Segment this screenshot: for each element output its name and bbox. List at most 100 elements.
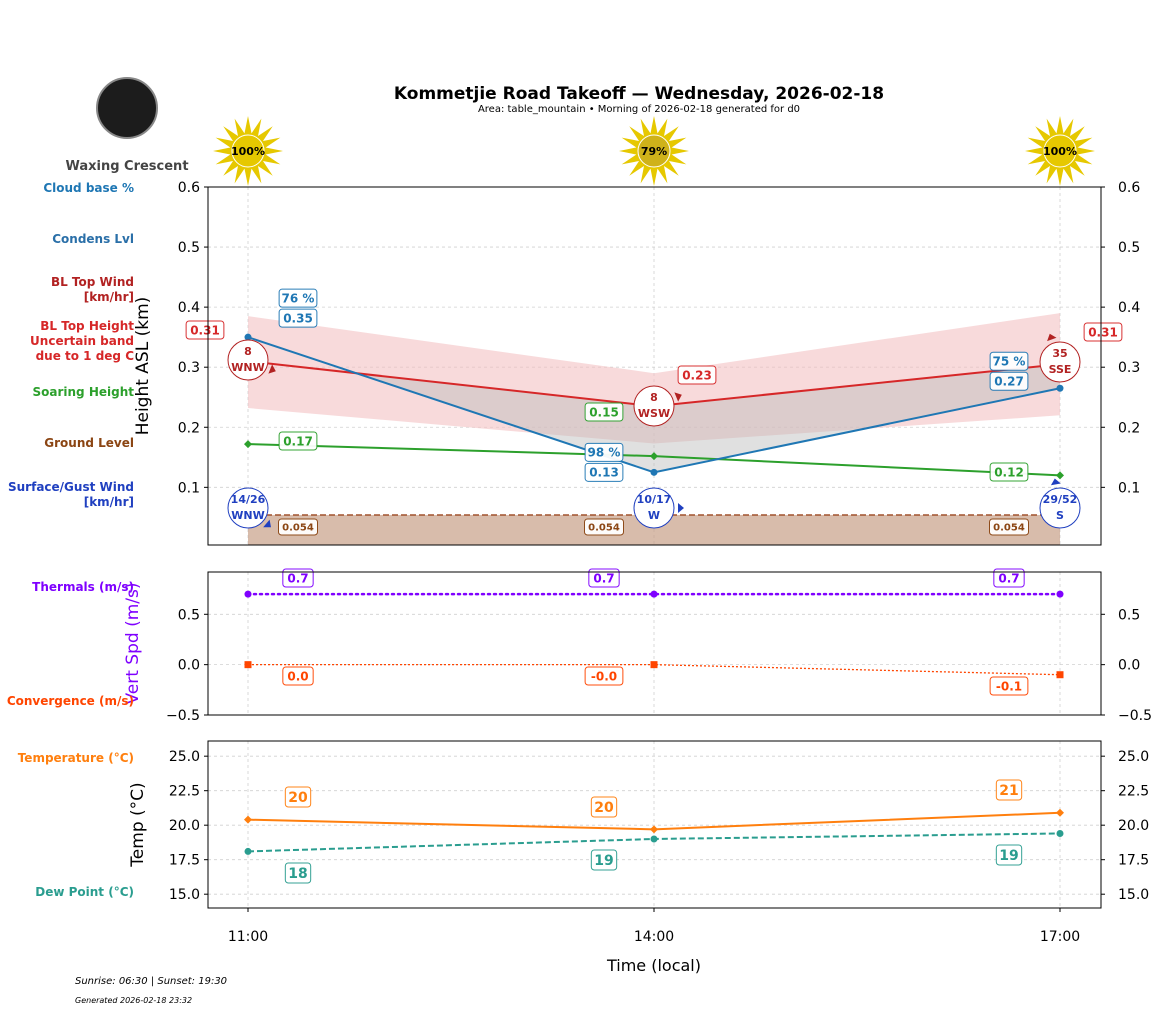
surface-wind-circle	[633, 487, 675, 529]
temperature-label: 20	[288, 790, 308, 806]
y-tick-label: 0.1	[178, 480, 200, 496]
thermals-label: 0.7	[593, 571, 614, 585]
dew-point-label: 19	[999, 848, 1018, 864]
bl-top-wind-circle	[1039, 341, 1081, 383]
y-tick-label-right: 25.0	[1118, 749, 1149, 765]
condens-level-label-box	[989, 371, 1029, 391]
bl-top-height-label: 0.23	[682, 368, 712, 382]
surface-wind-direction: W	[648, 509, 660, 522]
soaring-height-label: 0.12	[994, 465, 1024, 479]
sunshine-percent: 79%	[641, 145, 667, 158]
y-tick-label-right: 0.0	[1118, 658, 1140, 674]
y-axis-label: Vert Spd (m/s)	[123, 582, 143, 704]
surface-wind-direction: S	[1056, 509, 1064, 522]
y-tick-label-right: 15.0	[1118, 887, 1149, 903]
plot-frame	[207, 186, 1102, 546]
y-tick-label-right: −0.5	[1118, 708, 1152, 724]
cloud-base-point	[1056, 384, 1064, 392]
y-tick-label: 22.5	[169, 784, 200, 800]
cloud-base-point	[244, 333, 252, 341]
legend-label: Temperature (°C)	[18, 751, 134, 765]
bl-top-wind-arrow-icon	[1047, 333, 1057, 342]
temperature-point	[1056, 808, 1064, 817]
ground-level-label-box	[584, 518, 624, 536]
convergence-label-box	[584, 666, 624, 686]
cloud-base-percent-label: 98 %	[588, 446, 621, 460]
convergence-label-box	[989, 676, 1029, 696]
thermals-label-box	[282, 568, 314, 588]
cloud-gap-fill	[356, 364, 1060, 473]
surface-wind-speed: 29/52	[1043, 493, 1078, 506]
chart-subtitle: Area: table_mountain • Morning of 2026-0…	[478, 104, 800, 115]
surface-wind-arrow-icon	[263, 519, 271, 528]
y-tick-label-right: 0.3	[1118, 360, 1140, 376]
temperature-point	[244, 815, 252, 824]
y-tick-label: 0.4	[178, 300, 200, 316]
y-tick-label-right: 0.4	[1118, 300, 1140, 316]
convergence-label: 0.0	[287, 669, 308, 683]
legend-label: Uncertain band	[30, 334, 134, 348]
thermals-label-box	[588, 568, 620, 588]
thermals-point	[244, 590, 252, 598]
y-tick-label-right: 0.5	[1118, 607, 1140, 623]
y-tick-label: 20.0	[169, 818, 200, 834]
bl-top-wind-arrow-icon	[674, 392, 682, 402]
dew-point-label: 19	[594, 853, 613, 869]
surface-wind-direction: WNW	[231, 509, 264, 522]
chart-title: Kommetjie Road Takeoff — Wednesday, 2026…	[394, 84, 884, 104]
moon-icon	[96, 77, 158, 139]
temperature-label-box	[284, 786, 312, 808]
sunshine-percent: 100%	[1043, 145, 1077, 158]
thermals-point	[1056, 590, 1064, 598]
dew-point-label: 18	[288, 866, 307, 882]
bl-top-wind-speed: 8	[650, 391, 658, 404]
convergence-point	[244, 661, 252, 669]
dew-point-label-box	[284, 862, 312, 884]
bl-top-height-label: 0.31	[1088, 325, 1118, 339]
convergence-label-box	[282, 666, 314, 686]
x-tick-label: 17:00	[1040, 929, 1080, 945]
bl-top-wind-speed: 8	[244, 345, 252, 358]
y-tick-label: 0.6	[178, 180, 200, 196]
x-tick-label: 11:00	[228, 929, 268, 945]
dew-point-point	[244, 847, 252, 855]
bl-top-wind-circle	[633, 385, 675, 427]
surface-wind-arrow-icon	[1050, 478, 1061, 486]
y-tick-label-right: 22.5	[1118, 784, 1149, 800]
thermals-label: 0.7	[998, 571, 1019, 585]
condens-level-label: 0.27	[994, 375, 1024, 389]
cloud-base-percent-label-box	[278, 288, 318, 308]
y-tick-label-right: 20.0	[1118, 818, 1149, 834]
ground-level-label: 0.054	[588, 523, 620, 534]
surface-wind-speed: 10/17	[637, 493, 672, 506]
legend-label: BL Top Wind	[51, 275, 134, 289]
generated-time: Generated 2026-02-18 23:32	[75, 996, 192, 1005]
soaring-height-point	[1056, 471, 1064, 480]
cloud-base-percent-label-box	[584, 442, 624, 462]
bl-top-height-label: 0.31	[190, 323, 220, 337]
y-tick-label: 25.0	[169, 749, 200, 765]
cloud-base-percent-label: 75 %	[993, 355, 1026, 369]
soaring-height-label-box	[989, 462, 1029, 482]
soaring-height-point	[244, 440, 252, 449]
condens-level-label-box	[584, 462, 624, 482]
thermals-label: 0.7	[287, 571, 308, 585]
surface-wind-circle	[227, 487, 269, 529]
ground-level-label-box	[989, 518, 1029, 536]
y-tick-label-right: 17.5	[1118, 853, 1149, 869]
sun-disc	[1043, 134, 1077, 168]
temperature-label-box	[590, 796, 618, 818]
surface-wind-arrow-icon	[678, 503, 684, 513]
thermals-point	[650, 590, 658, 598]
y-tick-label: 0.5	[178, 607, 200, 623]
legend-label: Convergence (m/s)	[7, 694, 134, 708]
ground-level-label: 0.054	[282, 523, 314, 534]
temperature-point	[650, 825, 658, 834]
ground-level-label-box	[278, 518, 318, 536]
cloud-base-percent-label: 76 %	[282, 291, 315, 305]
surface-wind-circle	[1039, 487, 1081, 529]
y-tick-label: 0.0	[178, 658, 200, 674]
soaring-height-label-box	[584, 402, 624, 422]
y-tick-label-right: 0.5	[1118, 240, 1140, 256]
